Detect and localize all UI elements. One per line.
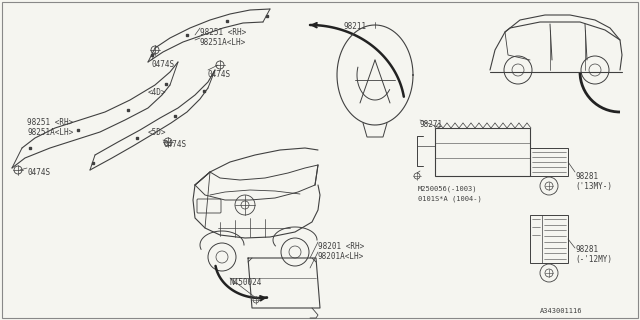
Text: 98211: 98211 — [344, 22, 367, 31]
Text: (-'12MY): (-'12MY) — [575, 255, 612, 264]
Text: 0474S: 0474S — [208, 70, 231, 79]
Text: 98251 <RH>: 98251 <RH> — [27, 118, 73, 127]
Text: 98251A<LH>: 98251A<LH> — [27, 128, 73, 137]
Text: 98251 <RH>: 98251 <RH> — [200, 28, 246, 37]
Text: 98251A<LH>: 98251A<LH> — [200, 38, 246, 47]
Text: <4D>: <4D> — [148, 88, 166, 97]
Text: N450024: N450024 — [230, 278, 262, 287]
Text: 0474S: 0474S — [163, 140, 186, 149]
Text: M250056(-1003): M250056(-1003) — [418, 185, 477, 191]
Text: A343001116: A343001116 — [540, 308, 582, 314]
Text: ('13MY-): ('13MY-) — [575, 182, 612, 191]
Text: 98281: 98281 — [575, 172, 598, 181]
Text: 0474S: 0474S — [27, 168, 50, 177]
Text: <5D>: <5D> — [148, 128, 166, 137]
Text: 0101S*A (1004-): 0101S*A (1004-) — [418, 195, 482, 202]
Text: 98281: 98281 — [575, 245, 598, 254]
Text: 0474S: 0474S — [152, 60, 175, 69]
Text: 98271: 98271 — [420, 120, 443, 129]
Text: 98201 <RH>: 98201 <RH> — [318, 242, 364, 251]
Text: 98201A<LH>: 98201A<LH> — [318, 252, 364, 261]
